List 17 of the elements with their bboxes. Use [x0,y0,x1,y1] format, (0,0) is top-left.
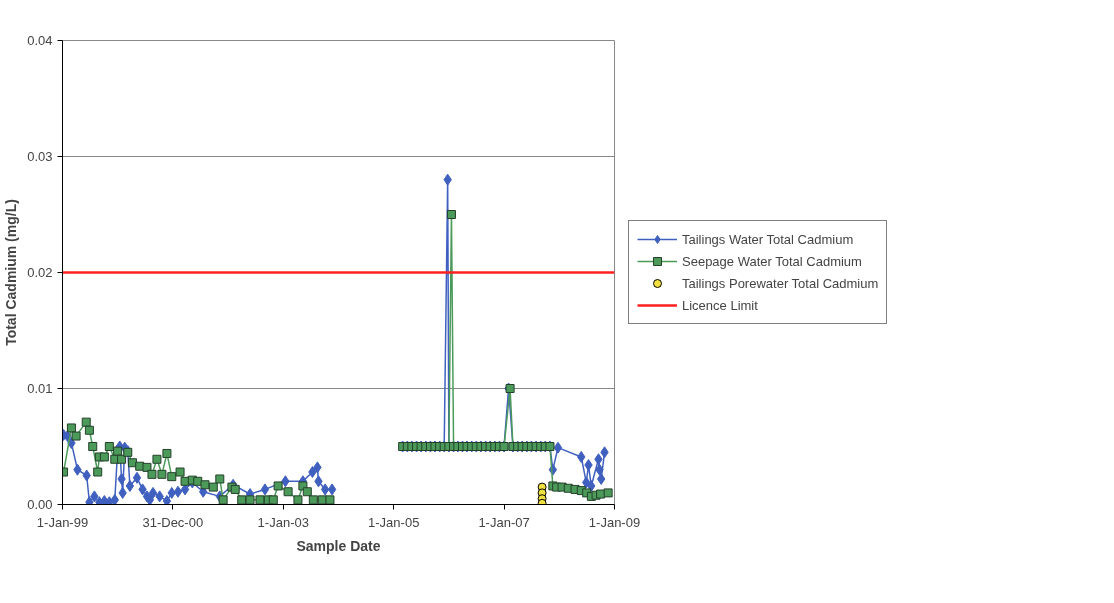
x-tick-label: 1-Jan-03 [257,514,309,530]
legend-label: Licence Limit [682,297,758,313]
x-tick-label: 1-Jan-09 [588,514,641,530]
x-axis-title: Sample Date [296,537,381,554]
x-tick-label: 1-Jan-05 [368,514,420,530]
y-axis-title: Total Cadmium (mg/L) [3,199,20,346]
legend-label: Tailings Porewater Total Cadmium [682,275,879,291]
y-tick-label: 0.01 [27,381,53,396]
x-tick-label: 31-Dec-00 [142,514,204,530]
y-tick-label: 0.04 [27,33,53,48]
x-tick-label: 1-Jan-99 [36,514,89,530]
y-tick-label: 0.03 [27,149,53,164]
y-tick-label: 0.02 [27,265,53,280]
legend-label: Tailings Water Total Cadmium [682,231,854,247]
x-tick-label: 1-Jan-07 [478,514,530,530]
y-tick-label: 0.00 [27,497,53,512]
legend-label: Seepage Water Total Cadmium [682,253,862,269]
